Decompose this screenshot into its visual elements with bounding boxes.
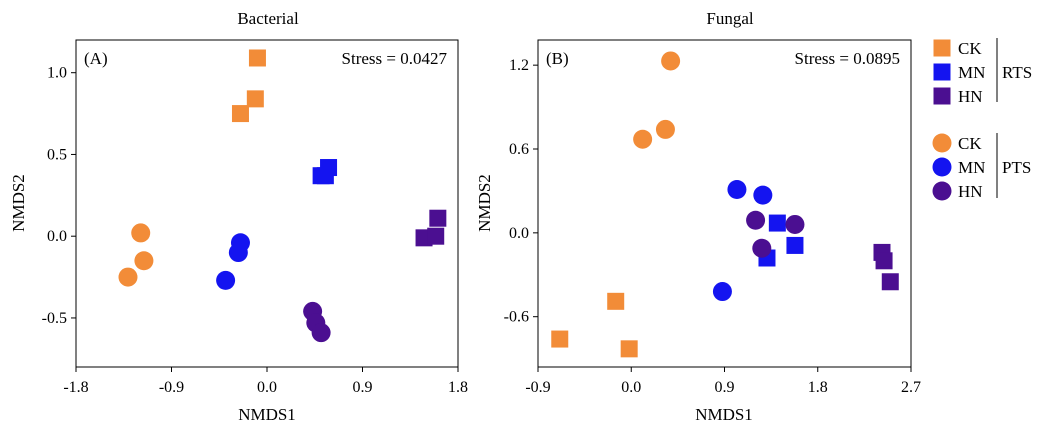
point-circle-mn [228,243,248,263]
axes-fungal: -0.9 0.0 0.9 1.8 2.7 -0.6 0.0 0.6 1.2 [504,57,921,396]
stress-label-fungal: Stress = 0.0895 [795,49,900,68]
panel-bacterial: Bacterial (A) Stress = 0.0427 -1.8 -0.9 0.… [9,9,468,424]
point-circle-hn [785,214,805,234]
y-tick-label-bacterial: 1.0 [47,65,67,82]
panel-label-a: (A) [84,49,108,68]
legend-entry-square-ck: CK [933,39,982,58]
legend-items: CK MN HN CK MN HN [932,39,985,201]
panel-fungal: Fungal (B) Stress = 0.0895 -0.9 0.0 0.9 1.8… [475,9,921,424]
legend-group-rts: RTS [1002,63,1032,82]
legend-entry-square-hn: HN [933,87,983,106]
point-circle-ck [118,267,138,287]
series-fungal-pts-hn [746,210,805,258]
x-axis-label-bacterial: NMDS1 [238,405,296,424]
point-circle-ck [633,129,653,149]
chart-title-fungal: Fungal [706,9,754,28]
series-bacterial-pts-mn [216,233,250,290]
points-fungal [551,51,899,358]
x-tick-label-bacterial: 1.8 [448,379,468,396]
series-bacterial-rts-ck [231,49,266,123]
point-square-ck [607,292,625,310]
point-circle-ck [661,51,681,71]
series-fungal-pts-mn [712,180,773,302]
point-square-hn [427,227,445,245]
plot-frame-bacterial [75,39,459,368]
chart-title-bacterial: Bacterial [237,9,299,28]
series-bacterial-pts-ck [118,223,154,287]
point-circle-ck [131,223,151,243]
y-tick-label-bacterial: 0.0 [47,228,67,245]
point-circle-mn [753,185,773,205]
plot-frame-fungal [537,39,912,368]
series-fungal-pts-ck [633,51,681,149]
legend-marker-circle-ck [932,133,952,153]
legend-label: MN [958,158,985,177]
axes-bacterial: -1.8 -0.9 0.0 0.9 1.8 -0.5 0.0 0.5 1.0 [42,65,468,396]
x-tick-label-fungal: 2.7 [901,379,921,396]
point-square-mn [320,159,338,177]
panel-label-b: (B) [546,49,569,68]
legend-marker-circle-mn [932,157,952,177]
series-fungal-rts-hn [873,243,899,291]
point-square-ck [246,90,264,108]
points-bacterial [118,49,447,343]
point-square-mn [768,214,786,232]
point-circle-hn [311,323,331,343]
legend: CK MN HN CK MN HN RTS PTS [932,38,1032,201]
point-circle-mn [727,180,747,200]
y-axis-label-fungal: NMDS2 [475,174,494,232]
legend-group-pts: PTS [1002,158,1031,177]
point-square-hn [881,273,899,291]
x-axis-label-fungal: NMDS1 [695,405,753,424]
legend-label: HN [958,87,983,106]
x-tick-label-fungal: 0.0 [621,379,641,396]
x-tick-label-fungal: 0.9 [715,379,735,396]
point-circle-hn [746,210,766,230]
y-tick-label-fungal: -0.6 [504,309,529,326]
legend-marker-square-hn [933,87,951,105]
x-tick-label-bacterial: 0.0 [257,379,277,396]
point-square-hn [429,209,447,227]
point-square-ck [551,330,569,348]
y-tick-label-fungal: 1.2 [509,57,529,74]
series-bacterial-rts-mn [312,159,338,185]
legend-marker-circle-hn [932,181,952,201]
series-bacterial-rts-hn [415,209,447,247]
point-square-ck [620,340,638,358]
x-tick-label-bacterial: 0.9 [353,379,373,396]
series-fungal-rts-ck [551,292,638,358]
legend-entry-circle-ck: CK [932,133,982,153]
x-tick-label-bacterial: -1.8 [63,379,88,396]
point-circle-ck [655,119,675,139]
point-circle-mn [216,270,236,290]
y-tick-label-bacterial: -0.5 [42,310,67,327]
legend-marker-square-mn [933,63,951,81]
series-bacterial-pts-hn [303,301,331,343]
point-circle-ck [134,251,154,271]
legend-entry-circle-hn: HN [932,181,983,201]
legend-marker-square-ck [933,39,951,57]
legend-label: CK [958,39,982,58]
legend-entry-square-mn: MN [933,63,985,82]
point-square-mn [786,236,804,254]
y-tick-label-bacterial: 0.5 [47,146,67,163]
x-tick-label-bacterial: -0.9 [159,379,184,396]
legend-entry-circle-mn: MN [932,157,985,177]
point-square-ck [248,49,266,67]
point-square-hn [875,252,893,270]
x-tick-label-fungal: 1.8 [808,379,828,396]
point-square-ck [231,105,249,123]
y-tick-label-fungal: 0.0 [509,225,529,242]
point-circle-mn [712,282,732,302]
legend-label: CK [958,134,982,153]
legend-label: HN [958,182,983,201]
stress-label-bacterial: Stress = 0.0427 [342,49,448,68]
y-axis-label-bacterial: NMDS2 [9,174,28,232]
y-tick-label-fungal: 0.6 [509,141,529,158]
point-circle-hn [752,238,772,258]
x-tick-label-fungal: -0.9 [525,379,550,396]
legend-label: MN [958,63,985,82]
